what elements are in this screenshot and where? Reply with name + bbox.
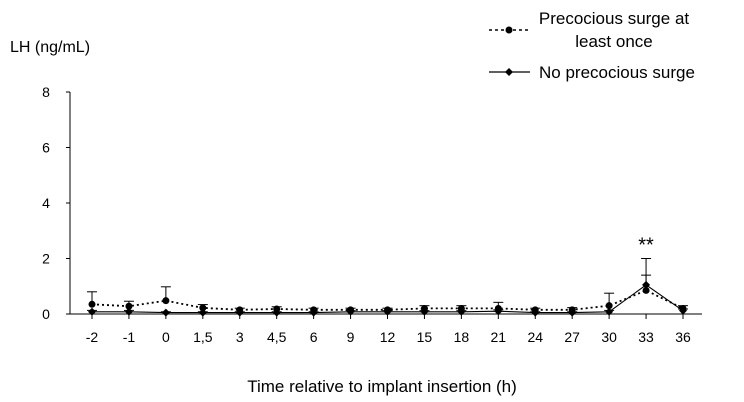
legend-label-no-precocious: No precocious surge <box>539 63 695 82</box>
x-tick-label: 21 <box>491 329 507 345</box>
legend-label-precocious-line2: least once <box>575 32 653 51</box>
data-point-no-precocious <box>420 307 429 316</box>
data-point-no-precocious <box>88 307 96 316</box>
x-tick-label: -1 <box>123 329 136 345</box>
data-point-no-precocious <box>383 307 392 316</box>
data-point-no-precocious <box>605 307 614 316</box>
legend-item-precocious: Precocious surge at least once <box>489 9 689 51</box>
x-axis-label: Time relative to implant insertion (h) <box>247 377 517 396</box>
x-tick-label: 30 <box>601 329 617 345</box>
data-point-precocious <box>125 302 133 310</box>
legend: Precocious surge at least once No precoc… <box>489 9 695 82</box>
x-tick-label: 36 <box>675 329 691 345</box>
data-point-no-precocious <box>309 308 318 317</box>
series-layer <box>87 258 688 317</box>
data-point-precocious <box>162 297 170 305</box>
y-tick-label: 6 <box>42 140 50 156</box>
x-tick-label: -2 <box>86 329 99 345</box>
x-tick-label: 1,5 <box>193 329 213 345</box>
data-point-no-precocious <box>494 307 503 316</box>
x-tick-label: 9 <box>347 329 355 345</box>
data-point-no-precocious <box>346 307 355 316</box>
x-tick-label: 0 <box>162 329 170 345</box>
x-tick-label: 24 <box>527 329 543 345</box>
legend-marker-no-precocious <box>505 68 513 76</box>
x-tick-label: 33 <box>638 329 654 345</box>
legend-marker-precocious <box>505 26 513 34</box>
data-point-no-precocious <box>161 308 170 317</box>
legend-label-precocious-line1: Precocious surge at <box>539 9 690 28</box>
data-point-no-precocious <box>198 308 207 317</box>
data-point-no-precocious <box>457 307 466 316</box>
data-point-no-precocious <box>235 308 244 317</box>
legend-item-no-precocious: No precocious surge <box>489 63 695 82</box>
series-precocious <box>87 274 688 314</box>
data-point-no-precocious <box>272 308 281 317</box>
x-tick-label: 3 <box>236 329 244 345</box>
x-tick-label: 15 <box>417 329 433 345</box>
series-no-precocious <box>87 258 688 317</box>
x-tick-label: 6 <box>310 329 318 345</box>
data-point-no-precocious <box>642 280 651 289</box>
y-tick-label: 4 <box>42 195 50 211</box>
x-tick-label: 18 <box>454 329 470 345</box>
significance-annotation: ** <box>638 235 654 257</box>
y-axis-label: LH (ng/mL) <box>10 39 90 56</box>
x-tick-label: 12 <box>380 329 396 345</box>
data-point-no-precocious <box>568 308 577 317</box>
x-tick-label: 4,5 <box>267 329 287 345</box>
data-point-precocious <box>642 286 650 294</box>
data-point-no-precocious <box>531 308 540 317</box>
data-point-no-precocious <box>679 306 687 315</box>
data-point-precocious <box>199 304 207 312</box>
data-point-precocious <box>88 300 96 308</box>
y-tick-label: 2 <box>42 251 50 267</box>
x-tick-label: 27 <box>564 329 580 345</box>
data-point-no-precocious <box>124 307 133 316</box>
y-tick-label: 0 <box>42 306 50 322</box>
annotation-layer: ** <box>638 235 654 257</box>
data-point-precocious <box>605 302 613 310</box>
y-tick-label: 8 <box>42 84 50 100</box>
